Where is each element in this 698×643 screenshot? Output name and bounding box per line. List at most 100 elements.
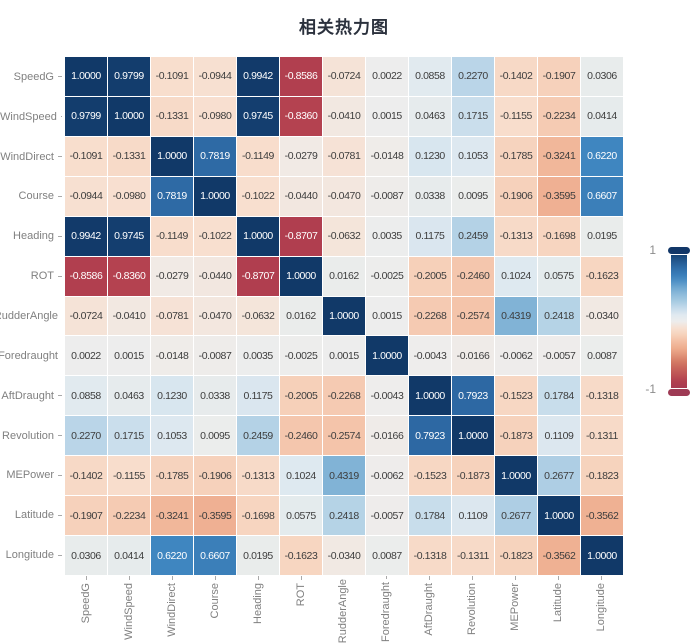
heatmap-cell[interactable]: -0.3241	[538, 136, 580, 176]
heatmap-cell[interactable]: 0.0195	[581, 216, 623, 256]
colorbar-max-handle[interactable]	[668, 247, 690, 254]
heatmap-cell[interactable]: 0.0087	[581, 336, 623, 376]
heatmap-cell[interactable]: -0.0340	[581, 296, 623, 336]
heatmap-cell[interactable]: -0.2574	[452, 296, 494, 336]
heatmap-cell[interactable]: 0.0338	[194, 376, 236, 416]
heatmap-cell[interactable]: -0.1022	[237, 176, 279, 216]
heatmap-cell[interactable]: -0.8360	[108, 256, 150, 296]
heatmap-cell[interactable]: -0.1155	[495, 96, 537, 136]
heatmap-cell[interactable]: -0.0025	[280, 336, 322, 376]
heatmap-cell[interactable]: 0.1784	[538, 376, 580, 416]
heatmap-cell[interactable]: 1.0000	[409, 376, 451, 416]
heatmap-cell[interactable]: 0.2418	[323, 496, 365, 536]
heatmap-cell[interactable]: -0.0025	[366, 256, 408, 296]
heatmap-cell[interactable]: -0.1907	[65, 496, 107, 536]
heatmap-cell[interactable]: 0.1053	[151, 416, 193, 456]
heatmap-cell[interactable]: 0.1715	[452, 96, 494, 136]
heatmap-cell[interactable]: 0.0414	[581, 96, 623, 136]
heatmap-cell[interactable]: -0.8586	[280, 57, 322, 96]
heatmap-cell[interactable]: -0.1523	[495, 376, 537, 416]
heatmap-cell[interactable]: 0.2270	[65, 416, 107, 456]
colorbar-min-handle[interactable]	[668, 389, 690, 396]
heatmap-cell[interactable]: 1.0000	[495, 456, 537, 496]
heatmap-cell[interactable]: 0.0015	[108, 336, 150, 376]
heatmap-cell[interactable]: 0.6220	[581, 136, 623, 176]
heatmap-cell[interactable]: 0.4319	[495, 296, 537, 336]
heatmap-cell[interactable]: -0.1311	[452, 536, 494, 575]
heatmap-cell[interactable]: -0.1149	[151, 216, 193, 256]
heatmap-cell[interactable]: -0.1906	[495, 176, 537, 216]
heatmap-cell[interactable]: -0.1907	[538, 57, 580, 96]
heatmap-cell[interactable]: 0.9942	[237, 57, 279, 96]
heatmap-cell[interactable]: -0.2574	[323, 416, 365, 456]
heatmap-cell[interactable]: 0.7923	[409, 416, 451, 456]
heatmap-cell[interactable]: -0.0781	[151, 296, 193, 336]
heatmap-cell[interactable]: -0.0440	[194, 256, 236, 296]
heatmap-cell[interactable]: -0.1155	[108, 456, 150, 496]
heatmap-cell[interactable]: -0.0944	[65, 176, 107, 216]
heatmap-cell[interactable]: -0.0279	[151, 256, 193, 296]
heatmap-cell[interactable]: 0.1175	[237, 376, 279, 416]
heatmap-cell[interactable]: -0.1313	[495, 216, 537, 256]
heatmap-cell[interactable]: -0.1873	[452, 456, 494, 496]
heatmap-cell[interactable]: -0.1091	[151, 57, 193, 96]
heatmap-cell[interactable]: -0.2268	[323, 376, 365, 416]
heatmap-cell[interactable]: 0.1230	[409, 136, 451, 176]
heatmap-cell[interactable]: 0.6607	[194, 536, 236, 575]
heatmap-cell[interactable]: 0.9942	[65, 216, 107, 256]
heatmap-cell[interactable]: 1.0000	[323, 296, 365, 336]
heatmap-cell[interactable]: 1.0000	[366, 336, 408, 376]
heatmap-cell[interactable]: -0.1313	[237, 456, 279, 496]
heatmap-cell[interactable]: -0.2268	[409, 296, 451, 336]
heatmap-cell[interactable]: -0.0340	[323, 536, 365, 575]
heatmap-cell[interactable]: -0.3595	[538, 176, 580, 216]
heatmap-cell[interactable]: 1.0000	[538, 496, 580, 536]
heatmap-cell[interactable]: 0.0338	[409, 176, 451, 216]
heatmap-cell[interactable]: -0.1785	[151, 456, 193, 496]
heatmap-cell[interactable]: 0.1053	[452, 136, 494, 176]
heatmap-cell[interactable]: -0.0057	[366, 496, 408, 536]
heatmap-cell[interactable]: -0.0043	[366, 376, 408, 416]
heatmap-cell[interactable]: -0.8586	[65, 256, 107, 296]
heatmap-cell[interactable]: -0.0148	[366, 136, 408, 176]
heatmap-cell[interactable]: -0.0043	[409, 336, 451, 376]
heatmap-cell[interactable]: -0.1022	[194, 216, 236, 256]
heatmap-cell[interactable]: 0.7923	[452, 376, 494, 416]
heatmap-cell[interactable]: -0.0279	[280, 136, 322, 176]
heatmap-cell[interactable]: -0.8707	[237, 256, 279, 296]
heatmap-cell[interactable]: -0.1523	[409, 456, 451, 496]
heatmap-cell[interactable]: -0.0724	[65, 296, 107, 336]
heatmap-cell[interactable]: 0.0414	[108, 536, 150, 575]
heatmap-cell[interactable]: 0.1024	[280, 456, 322, 496]
heatmap-cell[interactable]: 0.0306	[581, 57, 623, 96]
heatmap-cell[interactable]: -0.2005	[280, 376, 322, 416]
heatmap-cell[interactable]: -0.0470	[194, 296, 236, 336]
heatmap-cell[interactable]: -0.8360	[280, 96, 322, 136]
heatmap-cell[interactable]: -0.2460	[452, 256, 494, 296]
heatmap-cell[interactable]: -0.0980	[194, 96, 236, 136]
heatmap-cell[interactable]: 0.2459	[452, 216, 494, 256]
heatmap-cell[interactable]: -0.1149	[237, 136, 279, 176]
heatmap-cell[interactable]: -0.1318	[581, 376, 623, 416]
heatmap-cell[interactable]: -0.3241	[151, 496, 193, 536]
heatmap-cell[interactable]: 0.9745	[237, 96, 279, 136]
heatmap-cell[interactable]: -0.2234	[538, 96, 580, 136]
heatmap-cell[interactable]: -0.0166	[366, 416, 408, 456]
heatmap-cell[interactable]: 1.0000	[108, 96, 150, 136]
heatmap-cell[interactable]: -0.8707	[280, 216, 322, 256]
heatmap-cell[interactable]: 0.0858	[65, 376, 107, 416]
heatmap-cell[interactable]: 0.2418	[538, 296, 580, 336]
heatmap-cell[interactable]: 0.1109	[452, 496, 494, 536]
heatmap-cell[interactable]: -0.0724	[323, 57, 365, 96]
heatmap-cell[interactable]: 1.0000	[151, 136, 193, 176]
heatmap-cell[interactable]: 0.0162	[280, 296, 322, 336]
heatmap-cell[interactable]: -0.2460	[280, 416, 322, 456]
heatmap-cell[interactable]: -0.0980	[108, 176, 150, 216]
heatmap-cell[interactable]: -0.0781	[323, 136, 365, 176]
heatmap-cell[interactable]: -0.0632	[323, 216, 365, 256]
heatmap-cell[interactable]: 0.7819	[151, 176, 193, 216]
heatmap-cell[interactable]: 0.0087	[366, 536, 408, 575]
heatmap-cell[interactable]: 0.2677	[495, 496, 537, 536]
heatmap-cell[interactable]: 0.0463	[108, 376, 150, 416]
heatmap-cell[interactable]: 0.0015	[323, 336, 365, 376]
